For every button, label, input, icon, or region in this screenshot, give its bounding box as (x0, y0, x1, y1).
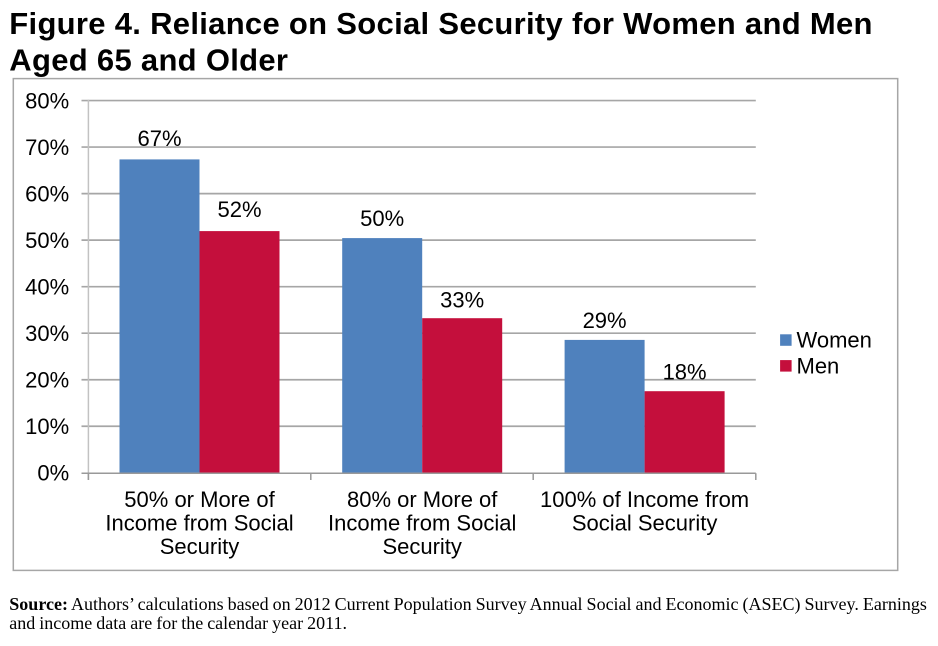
svg-text:0%: 0% (37, 461, 69, 486)
svg-text:50%: 50% (360, 206, 404, 231)
svg-text:33%: 33% (440, 288, 484, 313)
svg-text:Figure 4. Reliance on Social S: Figure 4. Reliance on Social Security fo… (9, 6, 872, 41)
svg-text:80% or More of: 80% or More of (347, 487, 498, 512)
svg-text:Security: Security (160, 534, 239, 559)
svg-text:Aged 65 and Older: Aged 65 and Older (9, 42, 288, 77)
svg-text:67%: 67% (137, 126, 181, 151)
svg-text:Income from Social: Income from Social (328, 510, 516, 535)
svg-text:20%: 20% (25, 368, 69, 393)
svg-text:52%: 52% (217, 197, 261, 222)
svg-text:40%: 40% (25, 274, 69, 299)
svg-text:Women: Women (797, 328, 872, 353)
svg-text:100% of Income from: 100% of Income from (540, 487, 749, 512)
svg-text:10%: 10% (25, 414, 69, 439)
svg-text:60%: 60% (25, 181, 69, 206)
svg-text:Social Security: Social Security (572, 510, 718, 535)
svg-text:80%: 80% (25, 88, 69, 113)
svg-text:50%: 50% (25, 228, 69, 253)
svg-text:29%: 29% (583, 308, 627, 333)
svg-text:50% or More of: 50% or More of (124, 487, 275, 512)
svg-text:Source: Authors’ calculations: Source: Authors’ calculations based on 2… (9, 594, 927, 615)
svg-text:Men: Men (797, 353, 840, 378)
svg-text:70%: 70% (25, 135, 69, 160)
svg-text:and income data are for the ca: and income data are for the calendar yea… (9, 613, 347, 633)
svg-text:30%: 30% (25, 321, 69, 346)
svg-text:Income from Social: Income from Social (105, 510, 293, 535)
svg-text:18%: 18% (663, 360, 707, 385)
svg-text:Security: Security (382, 534, 461, 559)
